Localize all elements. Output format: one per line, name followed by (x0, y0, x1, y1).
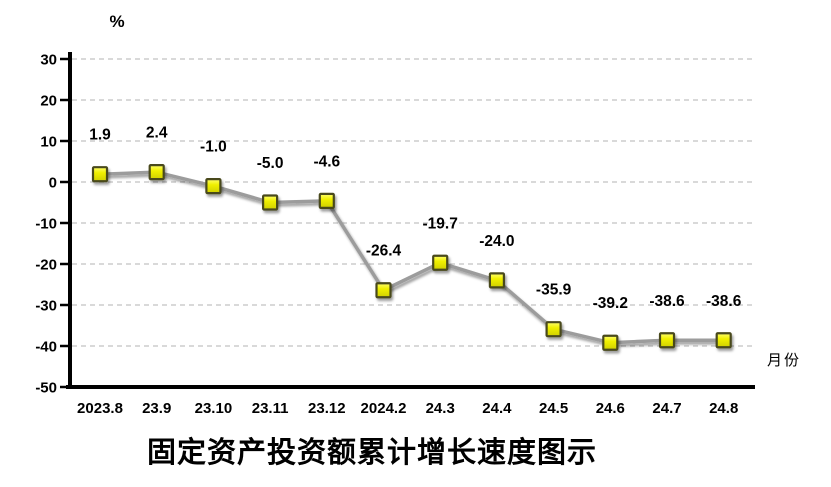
y-tick-label: 10 (40, 134, 57, 151)
data-point-marker (148, 164, 165, 181)
data-point-marker (375, 282, 392, 299)
x-axis-title: 月份 (766, 352, 802, 369)
y-axis-unit-label: % (109, 12, 125, 31)
data-point-label: -24.0 (479, 233, 514, 250)
y-tick-label: 20 (40, 93, 57, 110)
y-tick-label: -40 (35, 339, 57, 356)
data-point-marker (432, 254, 449, 271)
x-category-label: 24.5 (539, 400, 568, 417)
data-point-label: -39.2 (593, 295, 628, 312)
y-tick-label: -50 (35, 380, 57, 397)
chart-title: 固定资产投资额累计增长速度图示 (146, 437, 598, 469)
data-point-label: -1.0 (200, 139, 227, 156)
x-category-label: 24.3 (426, 400, 455, 417)
data-point-label: -4.6 (313, 153, 340, 170)
x-category-label: 24.6 (596, 400, 625, 417)
gridlines (72, 58, 753, 347)
x-category-label: 23.10 (195, 400, 233, 417)
data-point-marker (318, 192, 335, 209)
data-point-marker (91, 166, 109, 183)
data-point-marker (658, 332, 676, 349)
data-point-markers (91, 164, 732, 351)
data-point-marker (545, 321, 562, 338)
data-point-labels: 1.9 2.4 -1.0 -5.0 -4.6 -26.4 -19.7 -24.0 -35.9 -3… (89, 125, 742, 313)
x-category-label: 23.12 (308, 400, 346, 417)
x-category-label: 23.9 (142, 400, 171, 417)
data-point-marker (488, 272, 505, 289)
data-point-label: -19.7 (423, 215, 458, 232)
y-tick-label: 30 (40, 52, 57, 69)
data-point-label: -5.0 (257, 155, 284, 172)
x-category-label: 23.11 (252, 400, 289, 417)
data-point-marker (602, 334, 619, 351)
x-category-label: 24.8 (709, 400, 738, 417)
data-point-label: -26.4 (366, 243, 402, 260)
x-category-label: 24.4 (482, 400, 512, 417)
data-point-label: 2.4 (146, 125, 168, 142)
y-tick-label: -10 (35, 216, 57, 233)
data-point-marker (262, 194, 279, 211)
y-tick-label: -20 (35, 257, 57, 274)
x-category-label: 2024.2 (361, 400, 407, 417)
x-category-label: 24.7 (652, 400, 681, 417)
data-point-label: 1.9 (89, 127, 111, 144)
data-point-marker (205, 178, 222, 195)
axes: 30 20 10 0 -10 -20 -30 -40 -50 (35, 52, 755, 397)
x-category-labels: 2023.8 23.9 23.10 23.11 23.12 2024.2 24.3 24.4 2… (77, 400, 738, 417)
y-tick-label: -30 (35, 298, 57, 315)
y-tick-label: 0 (49, 175, 57, 192)
data-point-label: -38.6 (649, 293, 685, 310)
data-series-line (98, 170, 726, 345)
data-point-label: -38.6 (706, 293, 742, 310)
data-point-marker (715, 332, 732, 349)
data-point-label: -35.9 (536, 282, 572, 299)
x-category-label: 2023.8 (77, 400, 123, 417)
